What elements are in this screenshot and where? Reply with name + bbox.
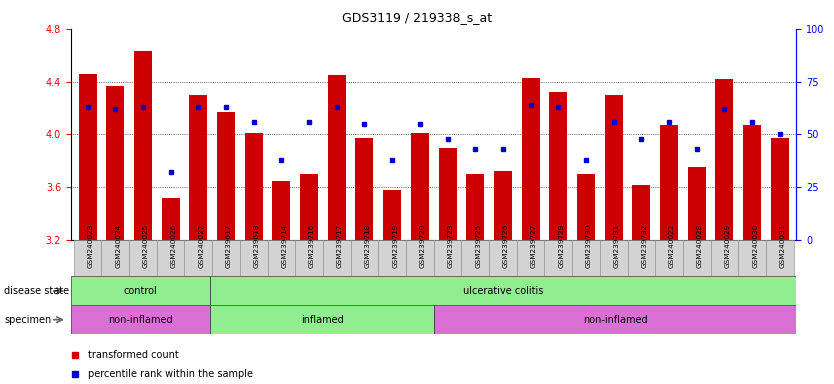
Text: non-inflamed: non-inflamed <box>108 314 173 325</box>
Text: GDS3119 / 219338_s_at: GDS3119 / 219338_s_at <box>342 12 492 25</box>
Bar <box>102 240 129 276</box>
Bar <box>323 240 350 276</box>
Bar <box>771 138 789 240</box>
Bar <box>656 240 683 276</box>
Text: GSM239717: GSM239717 <box>337 223 343 268</box>
Text: control: control <box>123 286 158 296</box>
Bar <box>577 174 595 240</box>
Text: percentile rank within the sample: percentile rank within the sample <box>88 369 253 379</box>
Bar <box>411 133 429 240</box>
Text: GSM239720: GSM239720 <box>420 223 426 268</box>
Text: GSM239732: GSM239732 <box>641 223 647 268</box>
Text: GSM239725: GSM239725 <box>475 223 481 268</box>
Bar <box>157 240 184 276</box>
Bar <box>632 185 651 240</box>
Text: GSM239723: GSM239723 <box>448 223 454 268</box>
Bar <box>129 240 157 276</box>
Text: GSM240028: GSM240028 <box>696 223 703 268</box>
Bar <box>244 133 263 240</box>
Text: inflamed: inflamed <box>301 314 344 325</box>
Bar <box>716 79 733 240</box>
Text: GSM239617: GSM239617 <box>226 223 232 268</box>
Bar <box>683 240 711 276</box>
Text: disease state: disease state <box>4 286 69 296</box>
Text: GSM240030: GSM240030 <box>752 223 758 268</box>
Bar <box>406 240 434 276</box>
Bar <box>328 75 346 240</box>
Text: GSM239729: GSM239729 <box>558 223 565 268</box>
Text: GSM240024: GSM240024 <box>115 223 121 268</box>
Bar <box>295 240 323 276</box>
Bar <box>71 305 210 334</box>
Text: GSM239726: GSM239726 <box>503 223 509 268</box>
Bar <box>184 240 212 276</box>
Bar <box>355 138 374 240</box>
Text: specimen: specimen <box>4 314 52 325</box>
Text: GSM239716: GSM239716 <box>309 223 315 268</box>
Bar <box>350 240 379 276</box>
Bar <box>217 112 235 240</box>
Bar <box>73 240 102 276</box>
Bar <box>212 240 240 276</box>
Bar <box>439 147 456 240</box>
Bar <box>434 305 796 334</box>
Text: GSM239714: GSM239714 <box>281 223 288 268</box>
Bar <box>134 51 152 240</box>
Text: GSM239731: GSM239731 <box>614 223 620 268</box>
Text: GSM239618: GSM239618 <box>254 223 259 268</box>
Bar <box>466 174 485 240</box>
Bar <box>300 174 318 240</box>
Bar <box>545 240 572 276</box>
Bar <box>572 240 600 276</box>
Bar <box>550 92 567 240</box>
Bar <box>461 240 489 276</box>
Text: transformed count: transformed count <box>88 350 178 360</box>
Text: GSM239727: GSM239727 <box>530 223 536 268</box>
Text: GSM240025: GSM240025 <box>143 223 149 268</box>
Bar <box>273 180 290 240</box>
Text: GSM240022: GSM240022 <box>669 223 675 268</box>
Text: GSM239730: GSM239730 <box>586 223 592 268</box>
Bar <box>494 171 512 240</box>
Bar <box>605 95 623 240</box>
Bar <box>688 167 706 240</box>
Bar <box>660 125 678 240</box>
Text: GSM239719: GSM239719 <box>392 223 398 268</box>
Text: GSM240031: GSM240031 <box>780 223 786 268</box>
Text: GSM239718: GSM239718 <box>364 223 370 268</box>
Text: non-inflamed: non-inflamed <box>583 314 647 325</box>
Bar <box>383 190 401 240</box>
Bar <box>71 276 210 305</box>
Bar <box>162 198 179 240</box>
Bar <box>379 240 406 276</box>
Text: GSM240027: GSM240027 <box>198 223 204 268</box>
Bar <box>210 276 796 305</box>
Bar <box>78 74 97 240</box>
Bar <box>210 305 434 334</box>
Bar <box>711 240 738 276</box>
Bar <box>766 240 794 276</box>
Text: GSM240026: GSM240026 <box>171 223 177 268</box>
Bar <box>240 240 268 276</box>
Bar <box>106 86 124 240</box>
Text: GSM240023: GSM240023 <box>88 223 93 268</box>
Bar <box>521 78 540 240</box>
Bar <box>627 240 656 276</box>
Bar <box>434 240 461 276</box>
Bar <box>517 240 545 276</box>
Bar <box>743 125 761 240</box>
Bar <box>489 240 517 276</box>
Bar <box>738 240 766 276</box>
Bar <box>268 240 295 276</box>
Text: GSM240029: GSM240029 <box>725 223 731 268</box>
Bar <box>189 95 208 240</box>
Bar <box>600 240 627 276</box>
Text: ulcerative colitis: ulcerative colitis <box>463 286 544 296</box>
